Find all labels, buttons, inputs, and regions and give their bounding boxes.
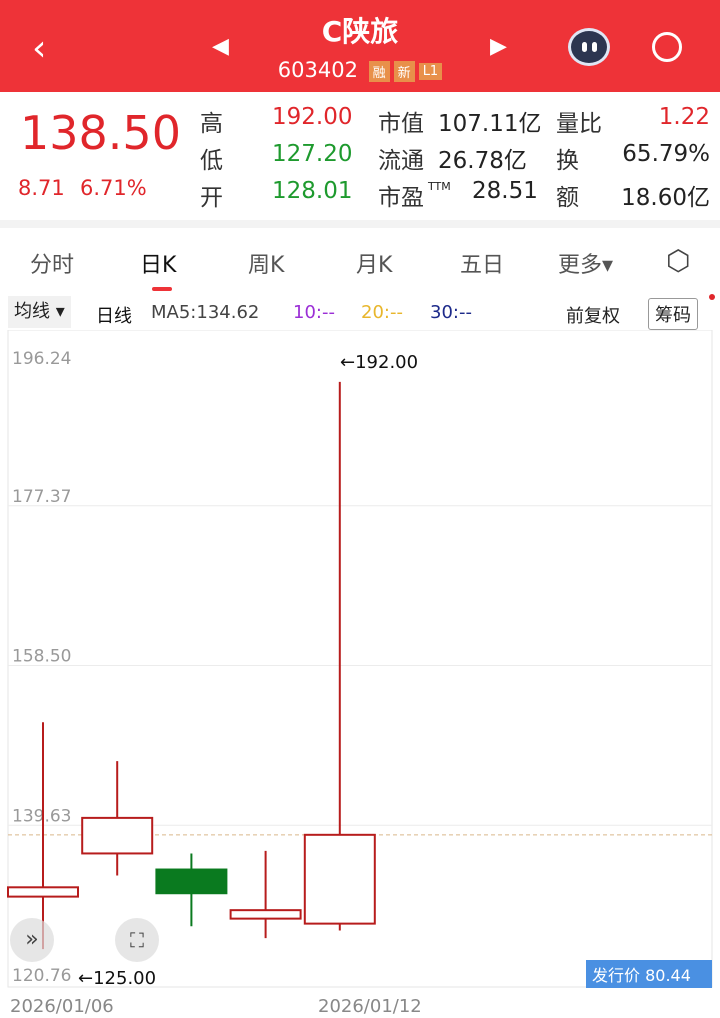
candle-body: [229, 909, 302, 920]
quote-value: 18.60亿: [621, 185, 710, 211]
quote-value: 26.78亿: [438, 148, 527, 174]
quote-label: 市值: [378, 111, 424, 137]
quote-value: 192.00: [272, 104, 353, 130]
price-change: 8.71: [18, 176, 65, 200]
quote-value: 128.01: [272, 178, 353, 204]
candle-body: [303, 833, 376, 925]
quote-value: 107.11亿: [438, 111, 542, 137]
expand-left-button[interactable]: »: [10, 918, 54, 962]
quote-label: 换: [556, 148, 579, 174]
max-annotation: ←192.00: [340, 352, 418, 373]
ttm-sup: TTM: [428, 180, 451, 193]
quote-value: 127.20: [272, 141, 353, 167]
stock-title: C陕旅: [321, 15, 399, 48]
chips-button[interactable]: 筹码: [648, 298, 698, 330]
tab-intraday[interactable]: 分时: [30, 253, 75, 278]
ma30-value: 30:--: [430, 302, 472, 323]
divider: [0, 220, 720, 228]
indicator-bar: 均线 ▾ 日线 MA5:134.62 10:-- 20:-- 30:-- 前复权…: [8, 294, 715, 330]
y-tick-label: 196.24: [12, 349, 71, 369]
y-tick-label: 120.76: [12, 966, 71, 986]
ma5-value: MA5:134.62: [151, 302, 260, 323]
tab-daily-k[interactable]: 日K: [140, 253, 177, 278]
adjust-select[interactable]: 前复权: [566, 306, 620, 327]
plot-frame: [7, 330, 713, 988]
notification-dot: [709, 294, 715, 300]
tag-new: 新: [393, 60, 415, 82]
back-icon[interactable]: ‹: [32, 28, 47, 69]
header: ‹ ◀ C陕旅 603402 融新 L1 ▶: [0, 0, 720, 92]
next-stock-icon[interactable]: ▶: [490, 34, 507, 59]
tab-monthly-k[interactable]: 月K: [356, 253, 393, 278]
stock-code-row: 603402 融新 L1: [250, 58, 470, 82]
quote-value: 1.22: [658, 104, 710, 130]
x-axis-label: 2026/01/06: [10, 996, 114, 1017]
issue-price-label: 发行价 80.44: [586, 960, 712, 988]
candle-body: [7, 886, 79, 898]
quote-label: 低: [200, 148, 223, 174]
fullscreen-button[interactable]: ⛶: [115, 918, 159, 962]
tag-margin: 融: [368, 60, 390, 82]
quote-value: 65.79%: [622, 141, 710, 167]
ma10-value: 10:--: [293, 302, 335, 323]
prev-stock-icon[interactable]: ◀: [212, 34, 229, 59]
ma20-value: 20:--: [361, 302, 403, 323]
quote-label: 量比: [556, 111, 602, 137]
kline-chart[interactable]: 196.24 177.37 158.50 139.63 120.76 ←192.00 ←12…: [0, 330, 720, 1018]
tab-five-day[interactable]: 五日: [460, 253, 505, 278]
tag-l1: L1: [418, 62, 443, 80]
candle-body: [155, 868, 228, 895]
search-icon[interactable]: [652, 32, 682, 62]
quote-value: 28.51: [472, 178, 538, 204]
min-annotation: ←125.00: [78, 968, 156, 989]
settings-hex-icon[interactable]: ⬡: [666, 244, 691, 277]
quote-label: 开: [200, 185, 223, 211]
active-tab-indicator: [152, 287, 172, 291]
quote-label: 额: [556, 185, 579, 211]
quote-label: 高: [200, 111, 223, 137]
price-change-pct: 6.71%: [80, 176, 147, 200]
tab-weekly-k[interactable]: 周K: [248, 253, 285, 278]
y-tick-label: 177.37: [12, 487, 71, 507]
tab-more[interactable]: 更多▾: [558, 253, 614, 278]
stock-code: 603402: [277, 58, 358, 82]
y-tick-label: 158.50: [12, 647, 71, 667]
ma-select[interactable]: 均线 ▾: [8, 296, 71, 328]
x-axis-label: 2026/01/12: [318, 996, 422, 1017]
y-tick-label: 139.63: [12, 806, 71, 826]
candle-body: [81, 816, 154, 855]
robot-assistant-icon[interactable]: [568, 28, 610, 66]
quote-label: 市盈: [378, 185, 424, 211]
last-price: 138.50: [20, 106, 181, 160]
quote-label: 流通: [378, 148, 424, 174]
line-type: 日线: [96, 306, 132, 327]
